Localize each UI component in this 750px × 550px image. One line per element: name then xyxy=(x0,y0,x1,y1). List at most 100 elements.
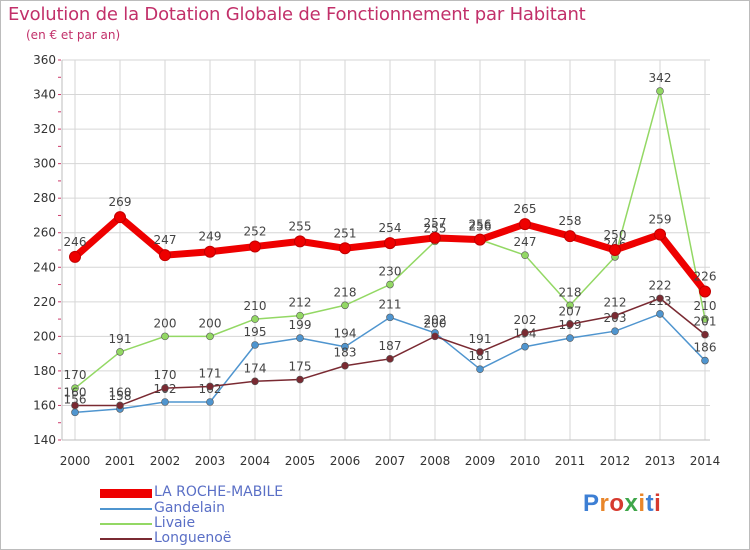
y-tick-label: 260 xyxy=(33,226,56,240)
y-tick-label: 240 xyxy=(33,260,56,274)
x-tick-label: 2010 xyxy=(510,454,541,468)
data-label: 181 xyxy=(469,349,492,363)
data-label: 187 xyxy=(379,339,402,353)
data-point xyxy=(161,384,169,392)
data-label: 246 xyxy=(64,235,87,249)
logo-letter: x xyxy=(624,490,639,517)
legend-swatch xyxy=(100,489,152,498)
x-tick-label: 2011 xyxy=(555,454,586,468)
data-label: 207 xyxy=(559,304,582,318)
data-label: 249 xyxy=(199,230,222,244)
data-label: 202 xyxy=(514,313,537,327)
data-point xyxy=(341,301,349,310)
data-label: 342 xyxy=(649,71,672,85)
data-label: 210 xyxy=(244,299,267,313)
data-point xyxy=(701,330,709,339)
data-label: 226 xyxy=(694,269,717,283)
data-point xyxy=(564,230,576,243)
data-label: 247 xyxy=(514,235,537,249)
x-tick-label: 2007 xyxy=(375,454,406,468)
x-tick-label: 2014 xyxy=(690,454,721,468)
data-point xyxy=(611,327,619,335)
data-point xyxy=(251,315,259,323)
data-point xyxy=(656,310,664,318)
y-tick-label: 320 xyxy=(33,122,56,136)
data-label: 218 xyxy=(334,285,357,299)
data-point xyxy=(296,375,304,384)
x-tick-label: 2005 xyxy=(285,454,316,468)
logo-letter: r xyxy=(599,490,610,517)
data-point xyxy=(159,249,171,262)
data-label: 195 xyxy=(244,325,267,339)
data-point xyxy=(566,334,574,342)
data-point xyxy=(296,311,304,320)
data-point xyxy=(339,242,351,255)
data-label: 170 xyxy=(154,368,177,382)
data-point xyxy=(429,231,441,244)
y-tick-label: 280 xyxy=(33,191,56,205)
data-label: 265 xyxy=(514,202,537,216)
data-label: 251 xyxy=(334,226,357,240)
data-point xyxy=(69,250,81,263)
data-point xyxy=(249,240,261,253)
x-tick-label: 2002 xyxy=(150,454,181,468)
data-point xyxy=(206,382,214,391)
data-label: 160 xyxy=(64,385,87,399)
data-point xyxy=(116,348,124,356)
legend-label: LA ROCHE-MABILE xyxy=(154,484,284,500)
data-point xyxy=(161,398,169,406)
data-point xyxy=(521,251,529,259)
y-tick-label: 140 xyxy=(33,433,56,447)
data-point xyxy=(656,87,664,95)
x-tick-label: 2000 xyxy=(60,454,91,468)
data-label: 191 xyxy=(469,332,492,346)
data-point xyxy=(386,280,394,289)
data-point xyxy=(701,315,709,323)
data-point xyxy=(521,329,529,337)
x-tick-label: 2008 xyxy=(420,454,451,468)
data-label: 175 xyxy=(289,360,312,374)
data-point xyxy=(611,311,619,320)
data-point xyxy=(116,401,124,410)
legend-swatch xyxy=(100,523,152,525)
data-label: 174 xyxy=(244,361,267,375)
data-label: 200 xyxy=(199,316,222,330)
data-point xyxy=(386,355,394,363)
data-point xyxy=(341,342,349,351)
data-label: 254 xyxy=(379,221,402,235)
data-point xyxy=(206,398,214,406)
data-label: 230 xyxy=(379,265,402,279)
data-point xyxy=(656,294,664,303)
data-label: 222 xyxy=(649,278,672,292)
data-point xyxy=(251,341,259,349)
legend-label: Gandelain xyxy=(154,500,226,516)
data-point xyxy=(521,342,529,351)
data-label: 256 xyxy=(469,218,492,232)
data-point xyxy=(519,218,531,231)
data-label: 247 xyxy=(154,233,177,247)
data-point xyxy=(384,237,396,250)
data-label: 259 xyxy=(649,212,672,226)
logo-letter: i xyxy=(654,490,662,517)
data-point xyxy=(71,384,79,392)
data-label: 171 xyxy=(199,366,222,380)
data-label: 256 xyxy=(469,220,492,234)
proxiti-logo: Proxiti xyxy=(583,490,661,518)
data-label: 183 xyxy=(334,346,357,360)
x-tick-label: 2001 xyxy=(105,454,136,468)
data-point xyxy=(609,244,621,256)
logo-letter: t xyxy=(645,490,655,517)
chart-title: Evolution de la Dotation Globale de Fonc… xyxy=(8,4,586,25)
data-label: 211 xyxy=(379,297,402,311)
data-label: 191 xyxy=(109,332,132,346)
data-point xyxy=(566,320,574,329)
legend-swatch xyxy=(100,538,152,540)
y-tick-label: 200 xyxy=(33,329,56,343)
y-tick-label: 340 xyxy=(33,88,56,102)
data-point xyxy=(431,332,439,341)
data-point xyxy=(386,313,394,322)
x-tick-label: 2003 xyxy=(195,454,226,468)
data-label: 186 xyxy=(694,341,717,355)
data-point xyxy=(476,348,484,356)
data-point xyxy=(206,332,214,341)
